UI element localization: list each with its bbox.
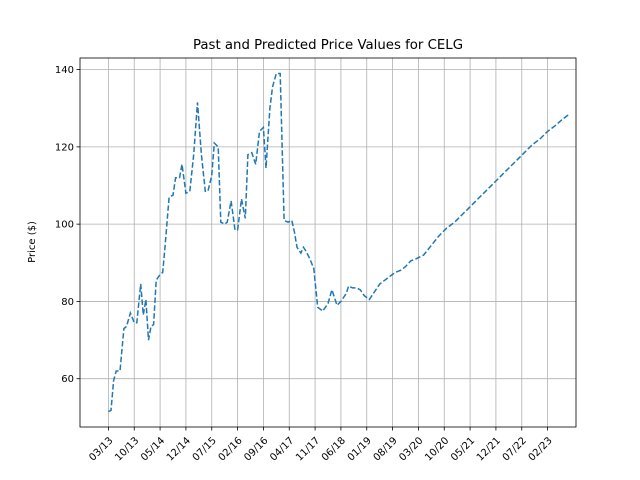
x-tick-label: 11/17: [294, 435, 322, 463]
price-series-line: [108, 72, 570, 413]
y-tick-label: 120: [55, 142, 74, 153]
x-tick-label: 02/23: [527, 435, 555, 463]
x-tick-label: 02/16: [217, 435, 245, 463]
x-tick-label: 08/19: [372, 435, 400, 463]
x-tick-label: 03/20: [397, 435, 425, 463]
y-tick-label: 60: [61, 374, 74, 385]
x-tick-label: 12/21: [475, 435, 503, 463]
x-tick-label: 10/20: [423, 435, 451, 463]
y-tick-label: 140: [55, 65, 74, 76]
x-tick-label: 06/18: [320, 435, 348, 463]
y-tick-label: 80: [61, 297, 74, 308]
x-ticks: 03/1310/1305/1412/1407/1502/1609/1604/17…: [87, 427, 555, 464]
x-tick-label: 10/13: [113, 435, 141, 463]
x-tick-label: 05/21: [449, 435, 477, 463]
y-ticks: 60 80 100 120 140: [55, 65, 80, 385]
x-tick-label: 12/14: [165, 435, 193, 463]
x-tick-label: 07/22: [501, 435, 529, 463]
x-tick-label: 09/16: [242, 435, 270, 463]
plot-frame: [79, 57, 577, 428]
x-tick-label: 04/17: [268, 435, 296, 463]
x-tick-label: 05/14: [139, 435, 167, 463]
x-tick-label: 07/15: [191, 435, 219, 463]
x-tick-label: 01/19: [346, 435, 374, 463]
series-line-layer: [108, 72, 570, 413]
grid-lines: [80, 58, 576, 427]
x-tick-label: 03/13: [87, 435, 115, 463]
y-tick-label: 100: [55, 220, 74, 231]
y-axis-label: Price ($): [27, 221, 38, 263]
chart-title: Past and Predicted Price Values for CELG: [193, 38, 463, 53]
